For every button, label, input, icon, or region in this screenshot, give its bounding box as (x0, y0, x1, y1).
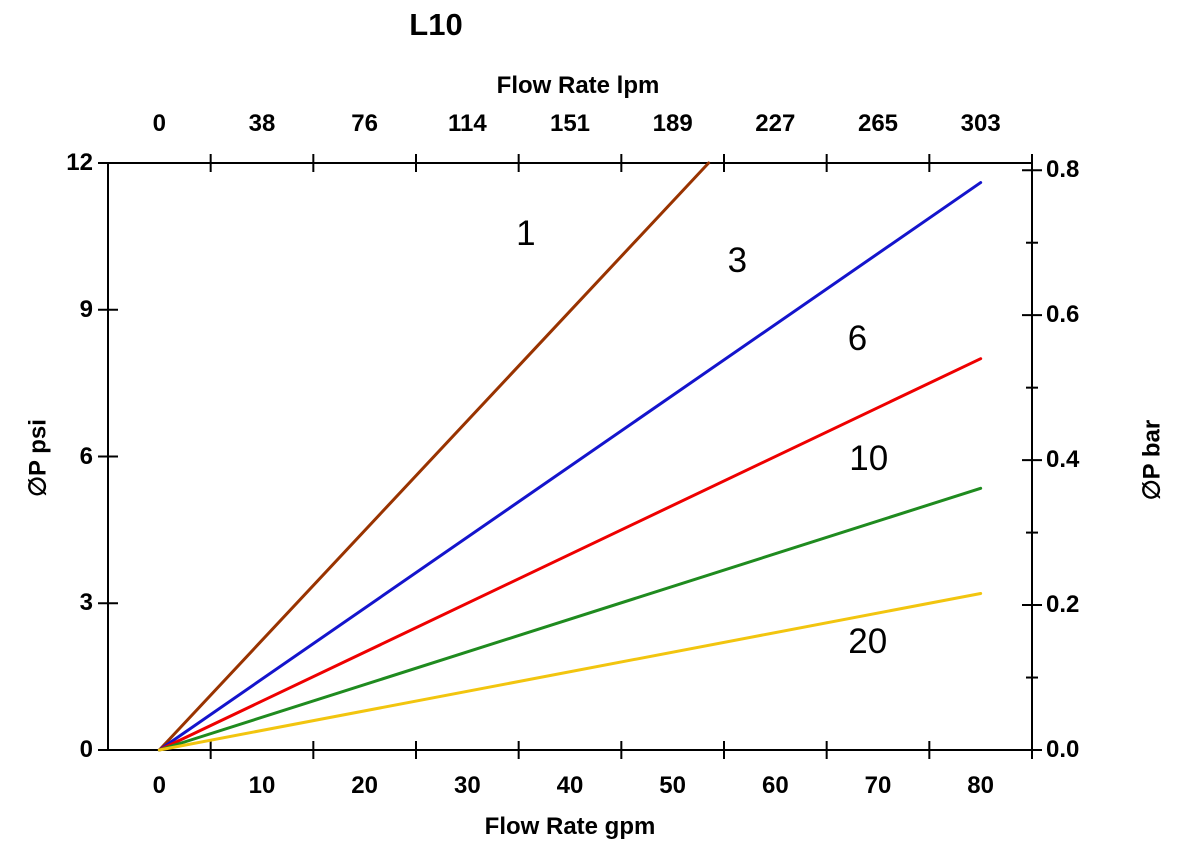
bottom-axis-title: Flow Rate gpm (484, 813, 656, 840)
bottom-tick-label: 0 (152, 772, 167, 799)
top-tick-label: 303 (960, 110, 1001, 137)
curve-label-6: 6 (847, 319, 868, 359)
curve-1 (157, 161, 711, 752)
top-tick-label: 227 (755, 110, 796, 137)
right-tick-label: 0.2 (1046, 591, 1080, 619)
top-tick-label: 114 (447, 110, 487, 137)
bottom-tick-label: 50 (659, 772, 687, 799)
right-tick-label: 0.0 (1046, 736, 1080, 763)
right-axis-title: ∅P bar (1138, 419, 1166, 501)
curve-label-1: 1 (516, 213, 536, 253)
left-tick-label: 3 (79, 589, 93, 617)
top-tick-label: 38 (248, 110, 276, 137)
left-tick-label: 9 (79, 295, 93, 323)
bottom-tick-label: 20 (351, 772, 379, 799)
top-tick-label: 189 (652, 110, 693, 137)
curve-20 (157, 591, 983, 752)
left-axis-title: ∅P psi (24, 419, 52, 497)
right-tick-label: 0.8 (1046, 156, 1080, 184)
chart-title: L10 (409, 7, 463, 42)
top-tick-label: 76 (351, 110, 379, 137)
bottom-tick-label: 40 (556, 772, 584, 799)
curve-3 (157, 181, 983, 752)
bottom-tick-label: 70 (864, 772, 892, 799)
left-tick-label: 6 (79, 442, 93, 470)
curve-label-10: 10 (849, 438, 889, 478)
bottom-tick-label: 30 (453, 772, 481, 799)
top-axis-title: Flow Rate lpm (496, 72, 660, 99)
curve-10 (157, 486, 983, 752)
top-tick-label: 0 (152, 110, 167, 137)
plot-frame (107, 162, 1033, 751)
curve-label-3: 3 (727, 240, 748, 280)
curve-6 (157, 357, 983, 752)
left-tick-label: 12 (66, 149, 93, 176)
bottom-tick-label: 60 (761, 772, 789, 799)
bottom-tick-label: 80 (967, 772, 995, 799)
curve-label-20: 20 (848, 622, 888, 662)
right-tick-label: 0.4 (1046, 446, 1080, 474)
top-tick-label: 151 (549, 110, 591, 137)
right-tick-label: 0.6 (1046, 301, 1080, 329)
bottom-tick-label: 10 (248, 772, 276, 799)
left-tick-label: 0 (79, 736, 93, 763)
top-tick-label: 265 (857, 110, 899, 137)
